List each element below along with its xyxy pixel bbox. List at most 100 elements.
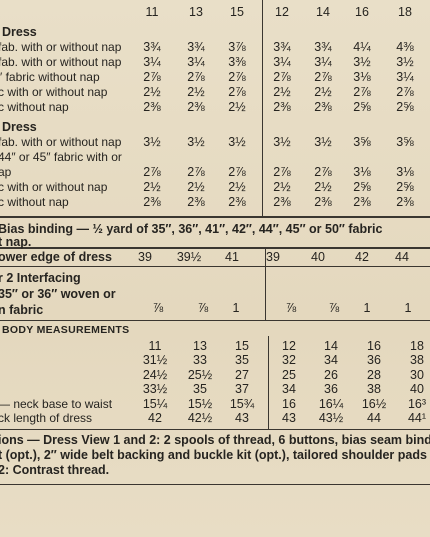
cell: 2⅝ [396, 180, 414, 194]
cell: 2⅜ [314, 100, 332, 114]
cell: 1 [363, 301, 371, 315]
cell: 2⅞ [353, 85, 371, 99]
cell: 37 [235, 382, 249, 396]
cell: 1 [404, 301, 412, 315]
cell: 3½ [143, 135, 161, 149]
bias-binding: Bias binding — ½ yard of 35″, 36″, 41″, … [0, 222, 383, 236]
cell: 13 [189, 5, 203, 19]
cell: 34 [324, 353, 338, 367]
cell: 14 [324, 339, 338, 353]
cell: 13 [193, 339, 207, 353]
cell: 2⅜ [143, 195, 161, 209]
row-label: ower edge of dress [0, 250, 112, 264]
cell: 39 [266, 250, 280, 264]
cell: 2⅜ [143, 100, 161, 114]
cell: 2⅜ [273, 100, 291, 114]
cell: 3¾ [187, 40, 205, 54]
cell: 2⅜ [353, 195, 371, 209]
cell: 2⅞ [228, 85, 246, 99]
cell: 39½ [176, 250, 202, 264]
cell: 27 [235, 368, 249, 382]
cell: 11 [148, 339, 162, 353]
cell: 2½ [228, 180, 246, 194]
cell: 30 [410, 368, 424, 382]
cell: 15 [230, 5, 244, 19]
cell: 12 [282, 339, 296, 353]
row-label: ck length of dress [0, 411, 93, 425]
rule [0, 429, 430, 430]
cell: 16³ [407, 397, 427, 411]
cell: 16 [355, 5, 369, 19]
cell: ⅞ [285, 301, 297, 315]
row-label: fab. with or without nap [0, 55, 122, 69]
cell: 2⅝ [396, 100, 414, 114]
cell: 16½ [361, 397, 387, 411]
cell: 2⅞ [228, 165, 246, 179]
cell: 2⅜ [396, 195, 414, 209]
cell: 3⅜ [228, 55, 246, 69]
cell: 43 [235, 411, 249, 425]
cell: 2⅞ [314, 70, 332, 84]
cell: 42 [355, 250, 369, 264]
cell: 2⅞ [187, 165, 205, 179]
cell: 3½ [396, 55, 414, 69]
cell: 3½ [273, 135, 291, 149]
cell: 3⅛ [353, 165, 371, 179]
cell: 12 [275, 5, 289, 19]
section-title: Dress [2, 120, 37, 134]
cell: 2½ [314, 180, 332, 194]
cell: 2½ [228, 100, 246, 114]
cell: 44¹ [407, 411, 427, 425]
cell: ⅞ [197, 301, 209, 315]
cell: 2⅞ [187, 70, 205, 84]
cell: 2⅞ [273, 165, 291, 179]
cell: 2⅝ [353, 180, 371, 194]
cell: 2⅞ [228, 70, 246, 84]
cell: 25 [282, 368, 296, 382]
cell: 42 [148, 411, 162, 425]
cell: 3⅛ [353, 70, 371, 84]
cell: 34 [282, 382, 296, 396]
cell: 3¾ [143, 40, 161, 54]
bias-binding: t nap. [0, 235, 32, 249]
column-divider [265, 249, 266, 320]
cell: 3¾ [314, 40, 332, 54]
cell: 2⅞ [143, 165, 161, 179]
column-divider [262, 0, 263, 216]
cell: 2⅜ [273, 195, 291, 209]
interfacing: n fabric [0, 303, 44, 317]
cell: 31½ [142, 353, 168, 367]
cell: 15½ [187, 397, 213, 411]
cell: 2½ [187, 85, 205, 99]
rule [0, 484, 430, 485]
cell: 24½ [142, 368, 168, 382]
cell: 2⅜ [314, 195, 332, 209]
section-title: BODY MEASUREMENTS [2, 324, 130, 336]
cell: 32 [282, 353, 296, 367]
cell: 3½ [228, 135, 246, 149]
cell: 2⅜ [187, 100, 205, 114]
cell: 2½ [143, 180, 161, 194]
rule [0, 247, 430, 249]
cell: 43 [282, 411, 296, 425]
row-label: c with or without nap [0, 180, 108, 194]
cell: ⅞ [328, 301, 340, 315]
cell: 2⅜ [187, 195, 205, 209]
cell: 33½ [142, 382, 168, 396]
cell: 33 [193, 353, 207, 367]
cell: 38 [367, 382, 381, 396]
row-label: c without nap [0, 195, 69, 209]
cell: 35 [235, 353, 249, 367]
cell: 1 [232, 301, 240, 315]
cell: 3½ [353, 55, 371, 69]
cell: 2½ [187, 180, 205, 194]
cell: 42½ [187, 411, 213, 425]
cell: 2⅝ [353, 100, 371, 114]
cell: 3¾ [273, 40, 291, 54]
cell: 41 [225, 250, 239, 264]
cell: 16 [282, 397, 296, 411]
cell: 39 [138, 250, 152, 264]
cell: 36 [324, 382, 338, 396]
cell: 2½ [314, 85, 332, 99]
